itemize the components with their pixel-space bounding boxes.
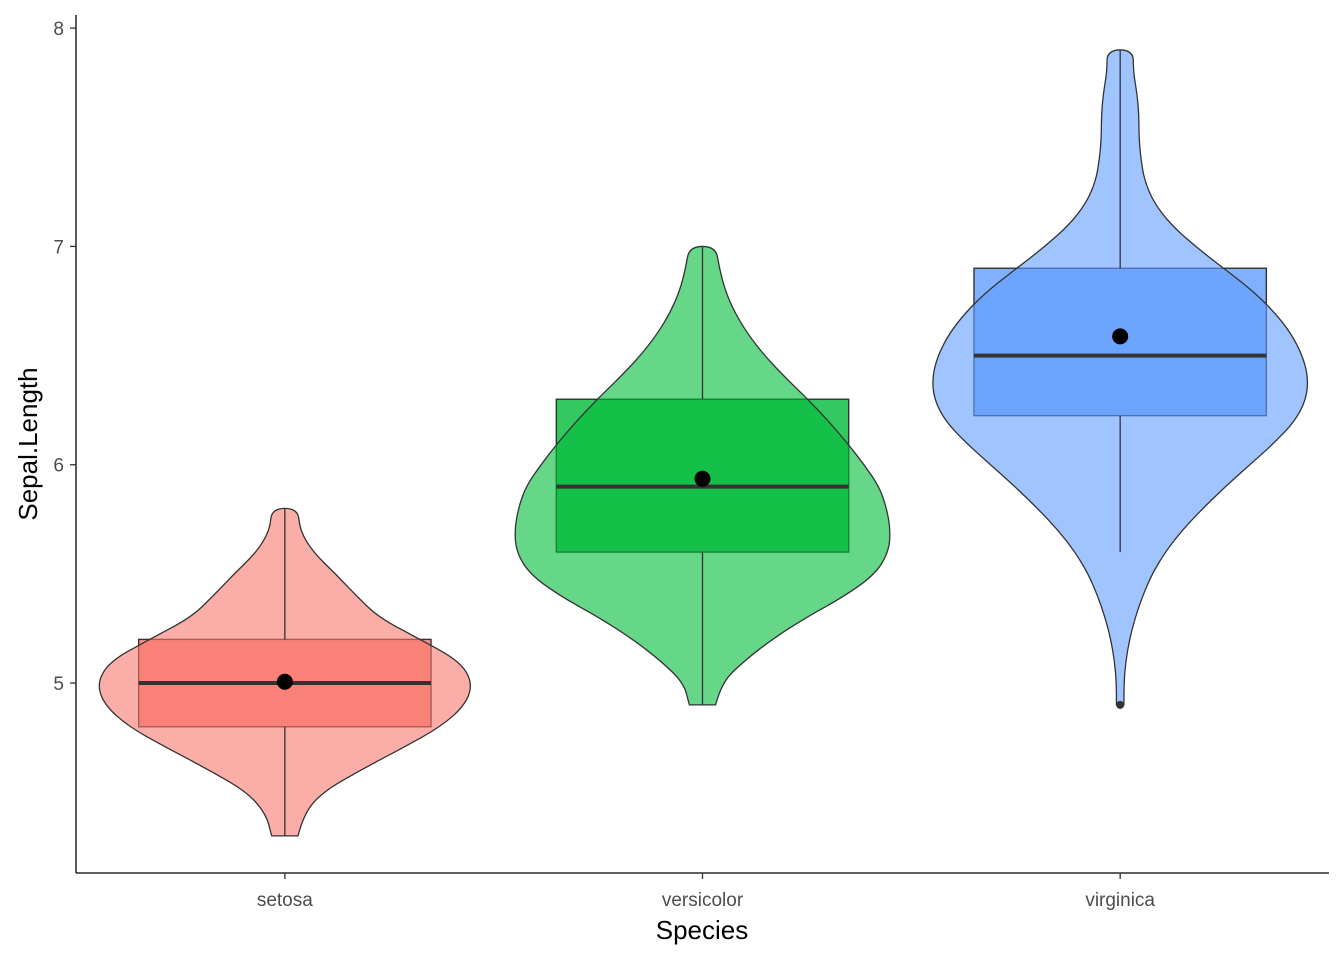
- series-virginica: [932, 49, 1309, 709]
- axes-layer: 5 6 7 8 setosa versicolor virginica: [53, 15, 1329, 911]
- mean-point-virginica: [1112, 328, 1129, 345]
- x-tick-label-versicolor: versicolor: [662, 890, 744, 911]
- y-tick-label: 5: [53, 674, 64, 695]
- violin-virginica: [932, 49, 1309, 706]
- x-tick-label-setosa: setosa: [257, 890, 313, 911]
- violin-setosa: [98, 507, 472, 837]
- y-axis-ticks: 5 6 7 8: [53, 19, 76, 695]
- y-tick-label: 8: [53, 19, 64, 40]
- x-tick-label-virginica: virginica: [1085, 890, 1155, 911]
- series-versicolor: [514, 245, 891, 706]
- mean-point-versicolor: [694, 470, 711, 487]
- x-axis-title: Species: [656, 915, 749, 945]
- y-tick-label: 7: [53, 237, 64, 258]
- marks-layer: [98, 49, 1309, 837]
- mean-point-setosa: [276, 673, 293, 690]
- outlier-point-virginica: [1116, 700, 1125, 709]
- y-axis-title: Sepal.Length: [13, 367, 43, 520]
- y-tick-label: 6: [53, 456, 64, 477]
- series-setosa: [98, 507, 472, 837]
- x-axis-ticks: setosa versicolor virginica: [257, 873, 1155, 911]
